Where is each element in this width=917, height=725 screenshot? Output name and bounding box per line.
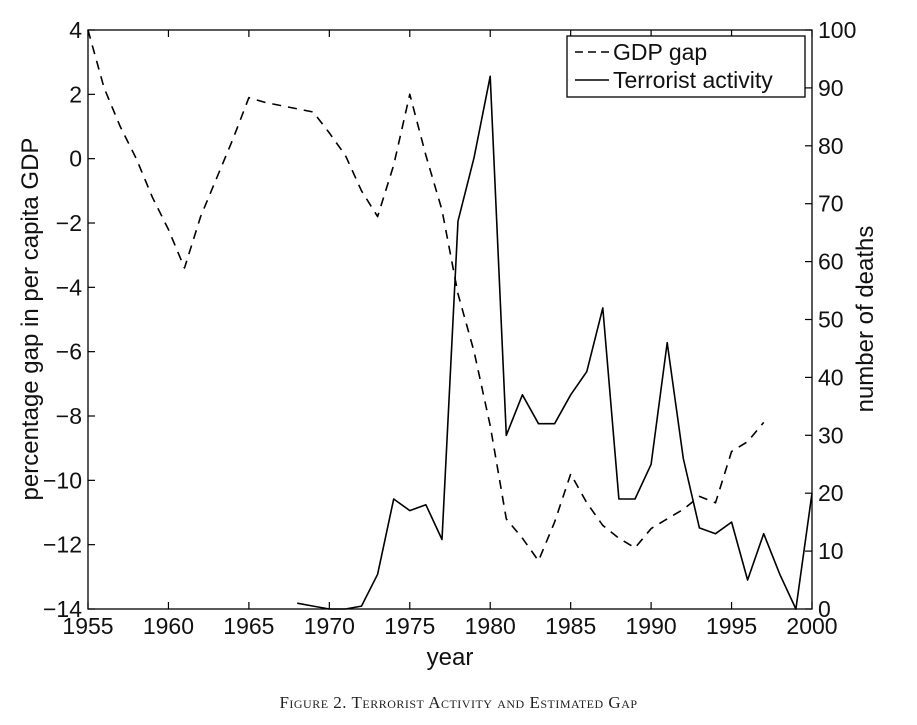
y-left-tick-label: 4 <box>69 17 82 43</box>
y-right-tick-label: 40 <box>818 364 844 390</box>
y-right-tick-label: 30 <box>818 422 844 448</box>
x-tick-label: 1965 <box>223 613 274 639</box>
x-tick-label: 1995 <box>706 613 757 639</box>
y-left-tick-label: −6 <box>56 339 82 365</box>
y-left-tick-label: −12 <box>43 532 82 558</box>
x-tick-label: 1985 <box>545 613 596 639</box>
x-tick-label: 1955 <box>62 613 113 639</box>
x-tick-label: 1975 <box>384 613 435 639</box>
legend: GDP gap Terrorist activity <box>566 35 806 98</box>
plot-frame <box>87 29 813 610</box>
series-line-gdp-gap <box>87 29 765 562</box>
y-right-tick-label: 80 <box>818 133 844 159</box>
y-right-tick-label: 10 <box>818 538 844 564</box>
y-axis-left-title: percentage gap in per capita GDP <box>17 138 44 501</box>
x-tick-label: 1980 <box>465 613 516 639</box>
x-tick-label: 1960 <box>143 613 194 639</box>
y-right-tick-label: 100 <box>818 17 856 43</box>
series-line-terrorist-activity <box>297 75 813 610</box>
x-tick-label: 1970 <box>304 613 355 639</box>
figure-caption: Figure 2. Terrorist Activity and Estimat… <box>279 693 638 712</box>
y-left-tick-label: −4 <box>56 274 82 300</box>
y-left-tick-label: −14 <box>43 596 82 622</box>
y-axis-right-title: number of deaths <box>852 226 879 413</box>
chart: 1955 1960 1965 1970 1975 1980 1985 1990 1995 2000… <box>17 17 879 671</box>
y-left-tick-label: −8 <box>56 403 82 429</box>
legend-label-terrorist-activity: Terrorist activity <box>613 67 773 93</box>
x-axis-title: year <box>427 644 474 671</box>
y-left-tick-label: −2 <box>56 210 82 236</box>
y-right-tick-label: 70 <box>818 191 844 217</box>
y-right-tick-label: 60 <box>818 249 844 275</box>
y-right-tick-label: 20 <box>818 480 844 506</box>
y-right-tick-label: 0 <box>818 596 831 622</box>
legend-box <box>566 35 806 98</box>
y-left-tick-label: −10 <box>43 467 82 493</box>
y-right-tick-label: 50 <box>818 307 844 333</box>
x-tick-label: 2000 <box>786 613 837 639</box>
y-right-tick-label: 90 <box>818 75 844 101</box>
legend-label-gdp-gap: GDP gap <box>613 39 707 65</box>
y-left-tick-label: 2 <box>69 81 82 107</box>
y-left-tick-label: 0 <box>69 146 82 172</box>
x-tick-label: 1990 <box>626 613 677 639</box>
